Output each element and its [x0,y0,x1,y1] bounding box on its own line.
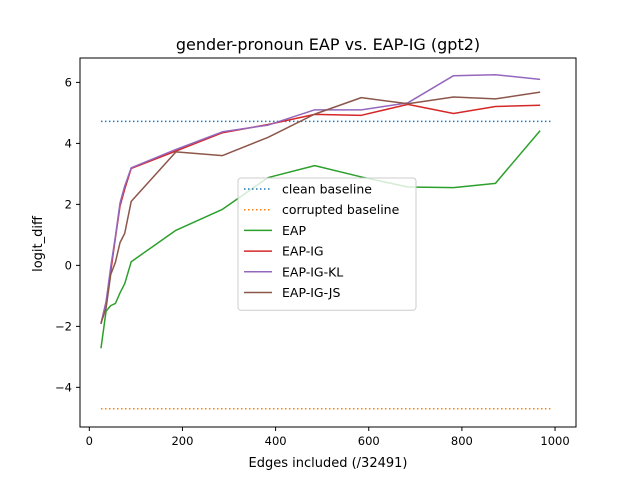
legend-label: EAP-IG-KL [282,264,343,279]
series-line-eap-ig-kl [100,74,541,325]
plot-area [100,74,551,410]
x-tick-label: 800 [451,434,473,448]
y-tick-label: −4 [55,380,72,394]
legend: clean baseline corrupted baseline EAP EAP-I… [237,177,417,311]
x-tick-label: 400 [265,434,287,448]
legend-label: EAP [282,223,306,238]
x-tick-label: 1000 [540,434,569,448]
x-tick-label: 600 [358,434,380,448]
y-tick-label: −2 [55,319,72,333]
y-tick-label: 6 [65,75,72,89]
chart-title: gender-pronoun EAP vs. EAP-IG (gpt2) [176,35,480,54]
y-tick-label: 4 [65,136,72,150]
x-tick-label: 0 [86,434,93,448]
y-axis-label: logit_diff [31,215,46,272]
x-tick-label: 200 [171,434,193,448]
legend-label: EAP-IG-JS [282,285,340,300]
legend-box [237,177,417,311]
legend-label: clean baseline [282,182,372,197]
axes: 0 200 400 600 800 1000 −4 −2 0 2 4 6 [55,57,577,448]
series-line-eap [100,130,541,349]
x-axis-label: Edges included (/32491) [249,456,408,471]
y-tick-label: 2 [65,197,72,211]
legend-label: corrupted baseline [282,202,400,217]
y-tick-label: 0 [65,258,72,272]
legend-label: EAP-IG [282,244,324,259]
plot-frame [79,57,577,428]
series-line-eap-ig-js [100,91,541,324]
